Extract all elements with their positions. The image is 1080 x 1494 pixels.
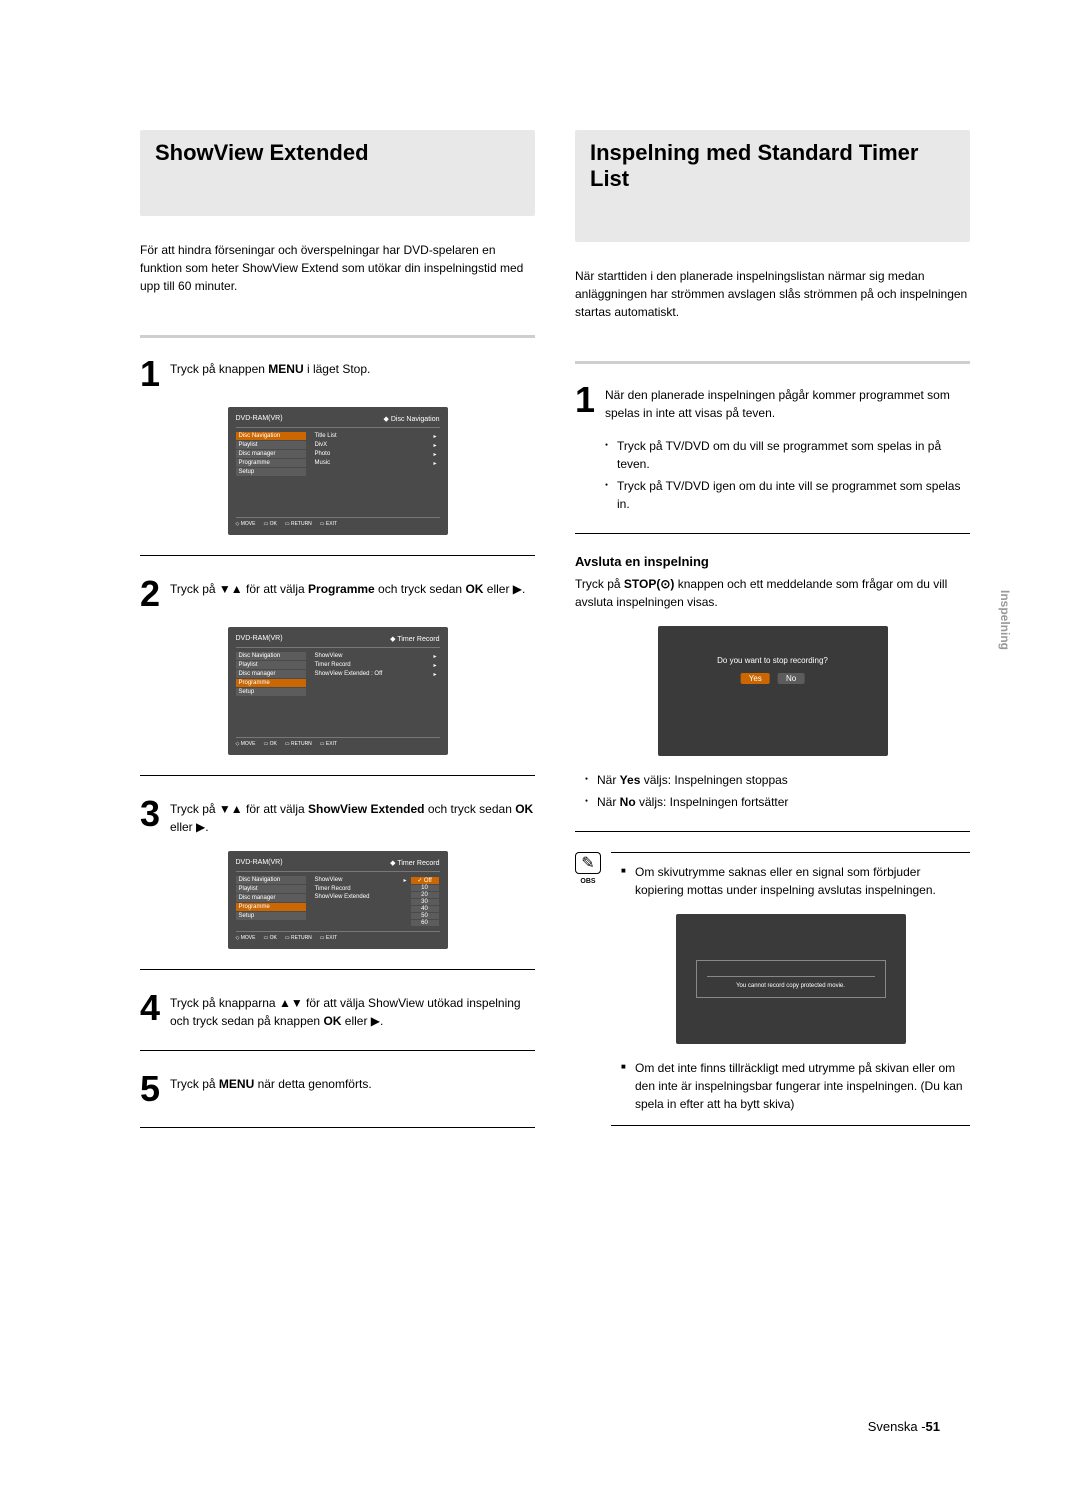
step-5: 5 Tryck på MENU när detta genomförts. [140,1071,535,1107]
bullet-item: När Yes väljs: Inspelningen stoppas [585,771,970,789]
footer-lang: Svenska - [868,1419,926,1434]
osd-screenshot-2: DVD-RAM(VR) ◆ Timer Record Disc Navigati… [228,627,448,755]
left-title: ShowView Extended [155,140,520,166]
step-3: 3 Tryck på ▼▲ för att välja ShowView Ext… [140,796,535,836]
dialog2-text: You cannot record copy protected movie. [707,976,875,989]
note-block: ✎ OBS Om skivutrymme saknas eller en sig… [575,852,970,1126]
divider [140,775,535,776]
divider [140,1050,535,1051]
left-column: ShowView Extended För att hindra förseni… [140,130,535,1148]
footer-page: 51 [926,1419,940,1434]
step-number: 5 [140,1071,170,1107]
bullet-item: När No väljs: Inspelningen fortsätter [585,793,970,811]
step-number: 3 [140,796,170,836]
dialog-yes-button: Yes [741,673,770,684]
step-text: Tryck på ▼▲ för att välja Programme och … [170,576,525,612]
step-text: Tryck på ▼▲ för att välja ShowView Exten… [170,796,535,836]
right-title: Inspelning med Standard Timer List [590,140,955,192]
divider [575,831,970,832]
step-2: 2 Tryck på ▼▲ för att välja Programme oc… [140,576,535,612]
step-text: Tryck på knappen MENU i läget Stop. [170,356,370,392]
left-intro: För att hindra förseningar och överspeln… [140,241,535,295]
page-footer: Svenska -51 [868,1419,940,1434]
divider [140,555,535,556]
note-item: Om det inte finns tillräckligt med utrym… [621,1059,970,1113]
side-tab: Inspelning [998,590,1012,650]
right-step-1: 1 När den planerade inspelningen pågår k… [575,382,970,422]
step-number: 2 [140,576,170,612]
note-item: Om skivutrymme saknas eller en signal so… [621,863,970,899]
step-number: 1 [575,382,605,422]
note-label: OBS [575,878,601,885]
subheading: Avsluta en inspelning [575,554,970,569]
osd-screenshot-1: DVD-RAM(VR) ◆ Disc Navigation Disc Navig… [228,407,448,535]
page-content: ShowView Extended För att hindra förseni… [0,0,1080,1208]
note-list: Om skivutrymme saknas eller en signal so… [611,863,970,899]
dialog-no-button: No [778,673,804,684]
dialog-question: Do you want to stop recording? [717,656,828,665]
divider [575,361,970,364]
title-banner-left: ShowView Extended [140,130,535,216]
osd-screenshot-3: DVD-RAM(VR) ◆ Timer Record Disc Navigati… [228,851,448,949]
right-intro: När starttiden i den planerade inspelnin… [575,267,970,321]
bullet-item: Tryck på TV/DVD om du vill se programmet… [605,437,970,473]
note-icon-wrapper: ✎ OBS [575,852,601,1126]
step-4: 4 Tryck på knapparna ▲▼ för att välja Sh… [140,990,535,1030]
step1-bullets: Tryck på TV/DVD om du vill se programmet… [595,437,970,513]
divider [575,533,970,534]
divider [140,969,535,970]
stop-recording-dialog: Do you want to stop recording? Yes No [658,626,888,756]
step-text: När den planerade inspelningen pågår kom… [605,382,970,422]
step-number: 1 [140,356,170,392]
result-bullets: När Yes väljs: Inspelningen stoppas När … [575,771,970,811]
sub-text: Tryck på STOP(⊙) knappen och ett meddela… [575,575,970,611]
note-icon: ✎ [575,852,601,874]
divider [140,1127,535,1128]
divider [140,335,535,338]
note-list-2: Om det inte finns tillräckligt med utrym… [611,1059,970,1113]
bullet-item: Tryck på TV/DVD igen om du inte vill se … [605,477,970,513]
step-number: 4 [140,990,170,1030]
step-text: Tryck på MENU när detta genomförts. [170,1071,372,1107]
step-1: 1 Tryck på knappen MENU i läget Stop. [140,356,535,392]
step-text: Tryck på knapparna ▲▼ för att välja Show… [170,990,535,1030]
right-column: Inspelning med Standard Timer List När s… [575,130,970,1148]
copy-protected-dialog: You cannot record copy protected movie. [676,914,906,1044]
title-banner-right: Inspelning med Standard Timer List [575,130,970,242]
